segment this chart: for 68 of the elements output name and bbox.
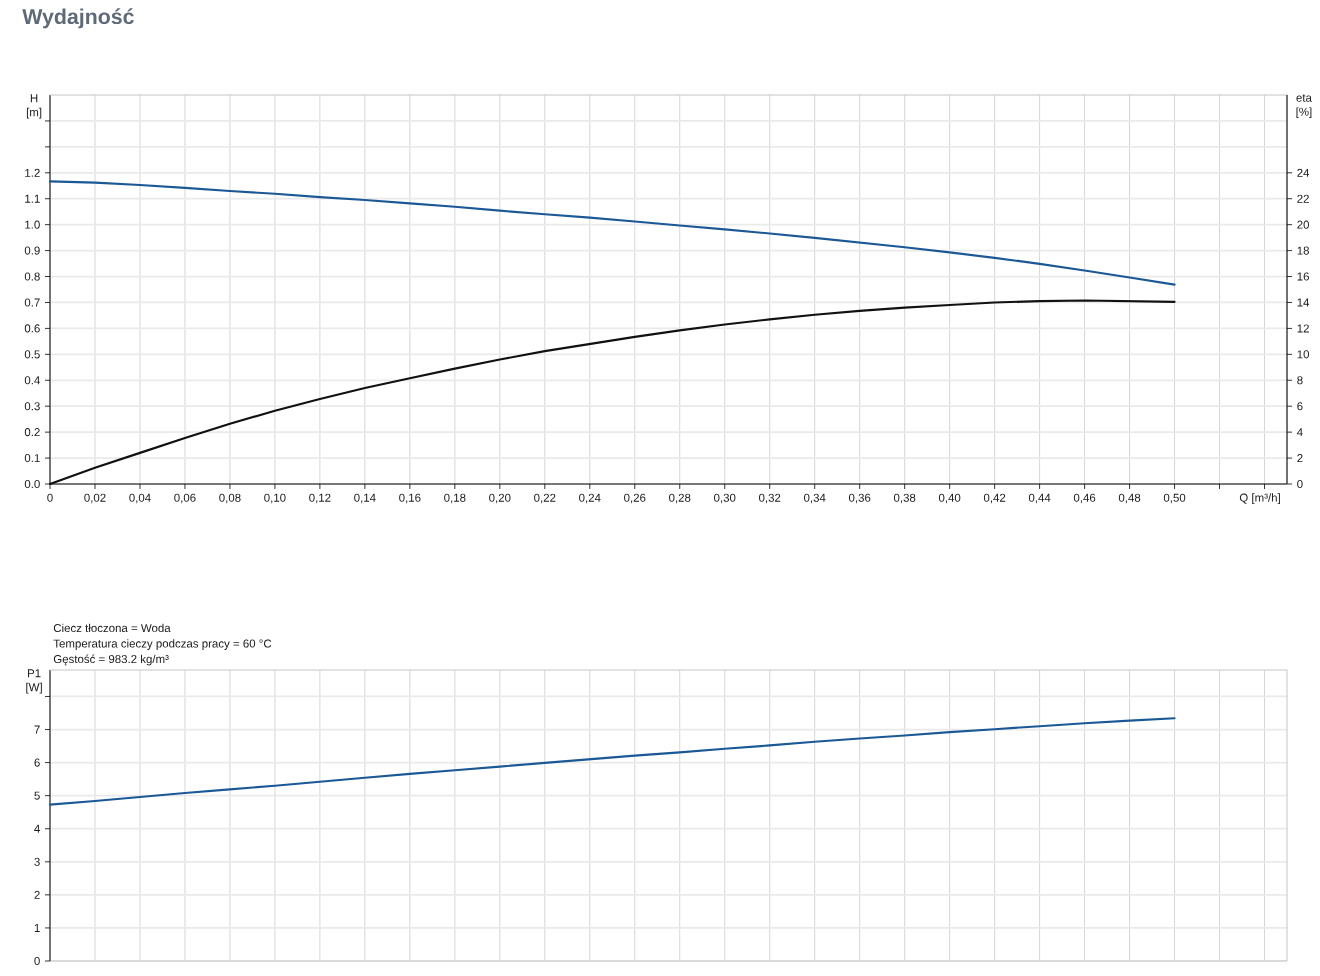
x-tick-label: 0,02 (84, 493, 106, 504)
x-tick-label: 0,08 (219, 493, 241, 504)
y-tick-label: 0 (34, 956, 40, 966)
y2-tick-label: 18 (1297, 246, 1309, 255)
x-tick-label: 0,46 (1073, 493, 1096, 504)
y2-tick-label: 12 (1297, 324, 1309, 333)
x-tick-label: 0,30 (714, 493, 736, 504)
x-tick-label: 0,20 (489, 493, 511, 504)
y-tick-label: 0.9 (24, 246, 40, 255)
x-tick-label: 0,12 (309, 493, 331, 504)
y2-tick-label: 6 (1297, 402, 1303, 411)
chart-title: Wydajność (22, 8, 134, 29)
text: Ciecz tłoczona = Woda (53, 623, 171, 633)
y-tick-label: 0.7 (24, 298, 40, 307)
x-tick-label: 0,40 (938, 493, 961, 504)
y-tick-label: 4 (34, 824, 40, 833)
text: Gęstość = 983.2 kg/m³ (53, 654, 169, 666)
y-tick-label: 6 (34, 758, 40, 767)
y2-tick-label: 10 (1297, 350, 1310, 359)
y-tick-label: 0.6 (24, 324, 40, 333)
x-tick-label: 0,10 (264, 493, 286, 504)
y-tick-label: 1.1 (25, 194, 40, 203)
y-tick-label: 0.1 (24, 454, 40, 463)
y-tick-label: 0.5 (24, 350, 40, 359)
y2-tick-label: 22 (1297, 194, 1309, 203)
x-tick-label: 0,04 (129, 493, 151, 504)
x-tick-label: 0,22 (534, 493, 556, 504)
y2-tick-label: 4 (1296, 428, 1303, 437)
x-tick-label: 0,36 (848, 493, 871, 504)
x-tick-label: 0,42 (983, 493, 1006, 504)
y-tick-label: 0.0 (24, 479, 40, 489)
x-tick-label: 0,14 (354, 493, 376, 504)
y-tick-label: 0.2 (24, 428, 40, 437)
y-axis-title: P1 [W] (26, 669, 42, 694)
y-tick-label: 1.0 (25, 220, 40, 229)
y2-tick-label: 0 (1297, 479, 1303, 489)
x-tick-label: 0,50 (1163, 493, 1186, 504)
x-tick-label: 0,32 (759, 493, 781, 504)
x-tick-label: 0,34 (803, 493, 826, 504)
x-tick-label: 0 (47, 493, 53, 502)
y2-axis-title: eta [%] (1296, 94, 1312, 119)
y-tick-label: 0.3 (24, 402, 40, 411)
x-tick-label: 0,48 (1118, 493, 1141, 504)
y-tick-label: 0.4 (24, 376, 40, 385)
x-tick-label: 0,16 (399, 493, 421, 504)
x-tick-label: 0,24 (579, 493, 601, 504)
y-tick-label: 3 (34, 857, 40, 866)
y-axis-title: H [m] (26, 94, 42, 119)
text: Temperatura cieczy podczas pracy = 60 °C (53, 639, 272, 650)
y-tick-label: 2 (34, 890, 40, 899)
y-tick-label: 0.8 (24, 272, 40, 281)
y2-tick-label: 16 (1297, 272, 1309, 281)
y-tick-label: 7 (34, 725, 40, 734)
x-tick-label: 0,26 (624, 493, 646, 504)
y2-tick-label: 20 (1297, 220, 1310, 229)
y2-tick-label: 24 (1297, 168, 1310, 177)
x-axis-title: Q [m³/h] (1239, 493, 1280, 504)
y-tick-label: 5 (34, 791, 40, 800)
y2-tick-label: 14 (1297, 298, 1310, 307)
y2-tick-label: 8 (1297, 376, 1303, 385)
y-tick-label: 1 (34, 923, 40, 932)
y2-tick-label: 2 (1297, 454, 1303, 463)
y-tick-label: 1.2 (25, 168, 40, 177)
x-tick-label: 0,38 (893, 493, 916, 504)
x-tick-label: 0,28 (669, 493, 691, 504)
x-tick-label: 0,44 (1028, 493, 1051, 504)
x-tick-label: 0,06 (174, 493, 196, 504)
x-tick-label: 0,18 (444, 493, 466, 504)
